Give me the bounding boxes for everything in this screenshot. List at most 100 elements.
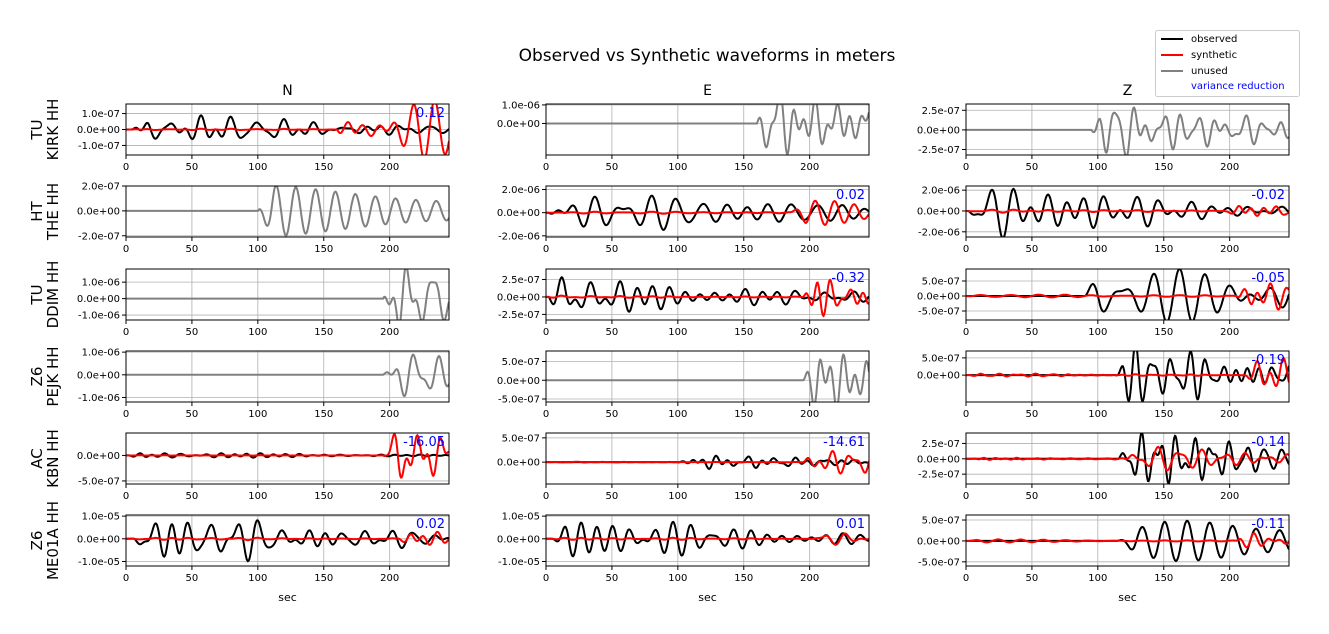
x-tick-label: 100	[668, 162, 687, 173]
x-tick-label: 100	[668, 573, 687, 584]
x-tick-label: 200	[1220, 573, 1239, 584]
xlabel-e: sec	[698, 591, 717, 604]
panel-ddim-e: 2.5e-07 0.0e+00 -2.5e-070 50 100 150 200 -0.32	[497, 268, 870, 338]
variance-reduction-label: 0.01	[836, 517, 865, 532]
x-tick-label: 50	[606, 244, 619, 255]
x-tick-label: 200	[800, 327, 819, 338]
x-tick-label: 100	[1088, 573, 1107, 584]
x-tick-label: 200	[800, 409, 819, 420]
y-tick-label: 1.0e-05	[82, 512, 120, 523]
y-tick-label: 0.0e+00	[77, 125, 120, 136]
figure-title: Observed vs Synthetic waveforms in meter…	[519, 46, 896, 66]
synthetic-trace	[966, 357, 1289, 388]
station-network-label: TU	[28, 284, 46, 305]
x-tick-label: 0	[123, 244, 129, 255]
x-tick-label: 100	[668, 244, 687, 255]
x-tick-label: 150	[1154, 244, 1173, 255]
y-tick-label: 0.0e+00	[917, 206, 960, 217]
panel-kirk-z: 2.5e-07 0.0e+00 -2.5e-070 50 100 150 200	[917, 103, 1290, 173]
x-tick-label: 50	[186, 162, 199, 173]
x-tick-label: 50	[606, 327, 619, 338]
y-tick-label: 0.0e+00	[917, 371, 960, 382]
y-tick-label: 5.0e-07	[502, 357, 540, 368]
panel-frame	[125, 185, 450, 238]
y-tick-label: 2.5e-07	[922, 439, 960, 450]
station-network-label: AC	[28, 448, 46, 468]
y-tick-label: -2.5e-07	[918, 470, 960, 481]
panel-ddim-z: 5.0e-07 0.0e+00 -5.0e-070 50 100 150 200 -0.05	[917, 268, 1290, 338]
x-tick-label: 200	[380, 244, 399, 255]
x-tick-label: 200	[380, 573, 399, 584]
x-tick-label: 150	[734, 327, 753, 338]
panel-me01a-z: 5.0e-07 0.0e+00 -5.0e-070 50 100 150 200 -0.11	[917, 514, 1290, 584]
x-tick-label: 200	[380, 409, 399, 420]
variance-reduction-label: -0.11	[1251, 517, 1285, 532]
x-tick-label: 150	[1154, 491, 1173, 502]
station-name-label: THE HH	[44, 183, 62, 241]
panel-frame	[125, 432, 450, 485]
x-tick-label: 0	[963, 244, 969, 255]
station-network-label: Z6	[28, 531, 46, 551]
x-tick-label: 50	[186, 491, 199, 502]
synthetic-trace	[126, 433, 449, 479]
y-tick-label: 5.0e-07	[922, 353, 960, 364]
y-tick-label: 0.0e+00	[917, 125, 960, 136]
synthetic-trace	[966, 204, 1289, 217]
x-tick-label: 200	[800, 244, 819, 255]
panel-frame	[965, 185, 1290, 238]
y-tick-label: -2.5e-07	[918, 145, 960, 156]
xlabel-z: sec	[1118, 591, 1137, 604]
x-tick-label: 100	[248, 491, 267, 502]
x-tick-label: 0	[963, 327, 969, 338]
x-tick-label: 50	[186, 244, 199, 255]
x-tick-label: 0	[963, 491, 969, 502]
observed-trace	[966, 187, 1289, 237]
legend-frame	[1155, 30, 1300, 97]
panel-frame	[545, 185, 870, 238]
x-tick-label: 50	[606, 491, 619, 502]
y-tick-label: 0.0e+00	[77, 370, 120, 381]
observed-trace	[546, 276, 869, 313]
synthetic-trace	[546, 278, 869, 318]
station-name-label: PEJK HH	[44, 346, 62, 406]
y-tick-label: -2.0e-06	[498, 231, 540, 242]
x-tick-label: 200	[1220, 409, 1239, 420]
y-tick-label: -1.0e-06	[78, 393, 120, 404]
y-tick-label: 0.0e+00	[497, 458, 540, 469]
x-tick-label: 200	[1220, 327, 1239, 338]
synthetic-trace	[126, 530, 449, 546]
panel-frame	[545, 432, 870, 485]
synthetic-trace	[546, 532, 869, 546]
x-tick-label: 0	[123, 573, 129, 584]
unused-trace	[546, 104, 869, 155]
panel-frame	[125, 514, 450, 567]
xlabel-n: sec	[278, 591, 297, 604]
column-title-z: Z	[1123, 83, 1133, 99]
y-tick-label: 0.0e+00	[497, 534, 540, 545]
x-tick-label: 100	[1088, 162, 1107, 173]
variance-reduction-label: -0.19	[1251, 353, 1285, 368]
unused-trace	[126, 353, 449, 398]
x-tick-label: 0	[123, 491, 129, 502]
x-tick-label: 100	[248, 327, 267, 338]
y-tick-label: 1.0e-06	[82, 348, 120, 359]
x-tick-label: 100	[248, 573, 267, 584]
x-tick-label: 50	[186, 409, 199, 420]
panel-me01a-e: 1.0e-05 0.0e+00 -1.0e-050 50 100 150 200 0.01	[497, 512, 870, 584]
unused-trace	[546, 353, 869, 402]
x-tick-label: 150	[314, 162, 333, 173]
station-network-label: HT	[28, 200, 46, 221]
panel-pejk-e: 5.0e-07 0.0e+00 -5.0e-070 50 100 150 200	[497, 350, 870, 420]
x-tick-label: 0	[963, 162, 969, 173]
y-tick-label: 1.0e-05	[502, 512, 540, 523]
y-tick-label: 2.0e-06	[502, 185, 540, 196]
y-tick-label: -5.0e-07	[78, 476, 120, 487]
station-name-label: ME01A HH	[44, 501, 62, 580]
y-tick-label: 0.0e+00	[917, 536, 960, 547]
x-tick-label: 100	[668, 491, 687, 502]
x-tick-label: 200	[380, 491, 399, 502]
variance-reduction-label: 0.02	[836, 188, 865, 203]
variance-reduction-label: 0.12	[416, 106, 445, 121]
panel-frame	[125, 350, 450, 403]
synthetic-trace	[546, 449, 869, 475]
